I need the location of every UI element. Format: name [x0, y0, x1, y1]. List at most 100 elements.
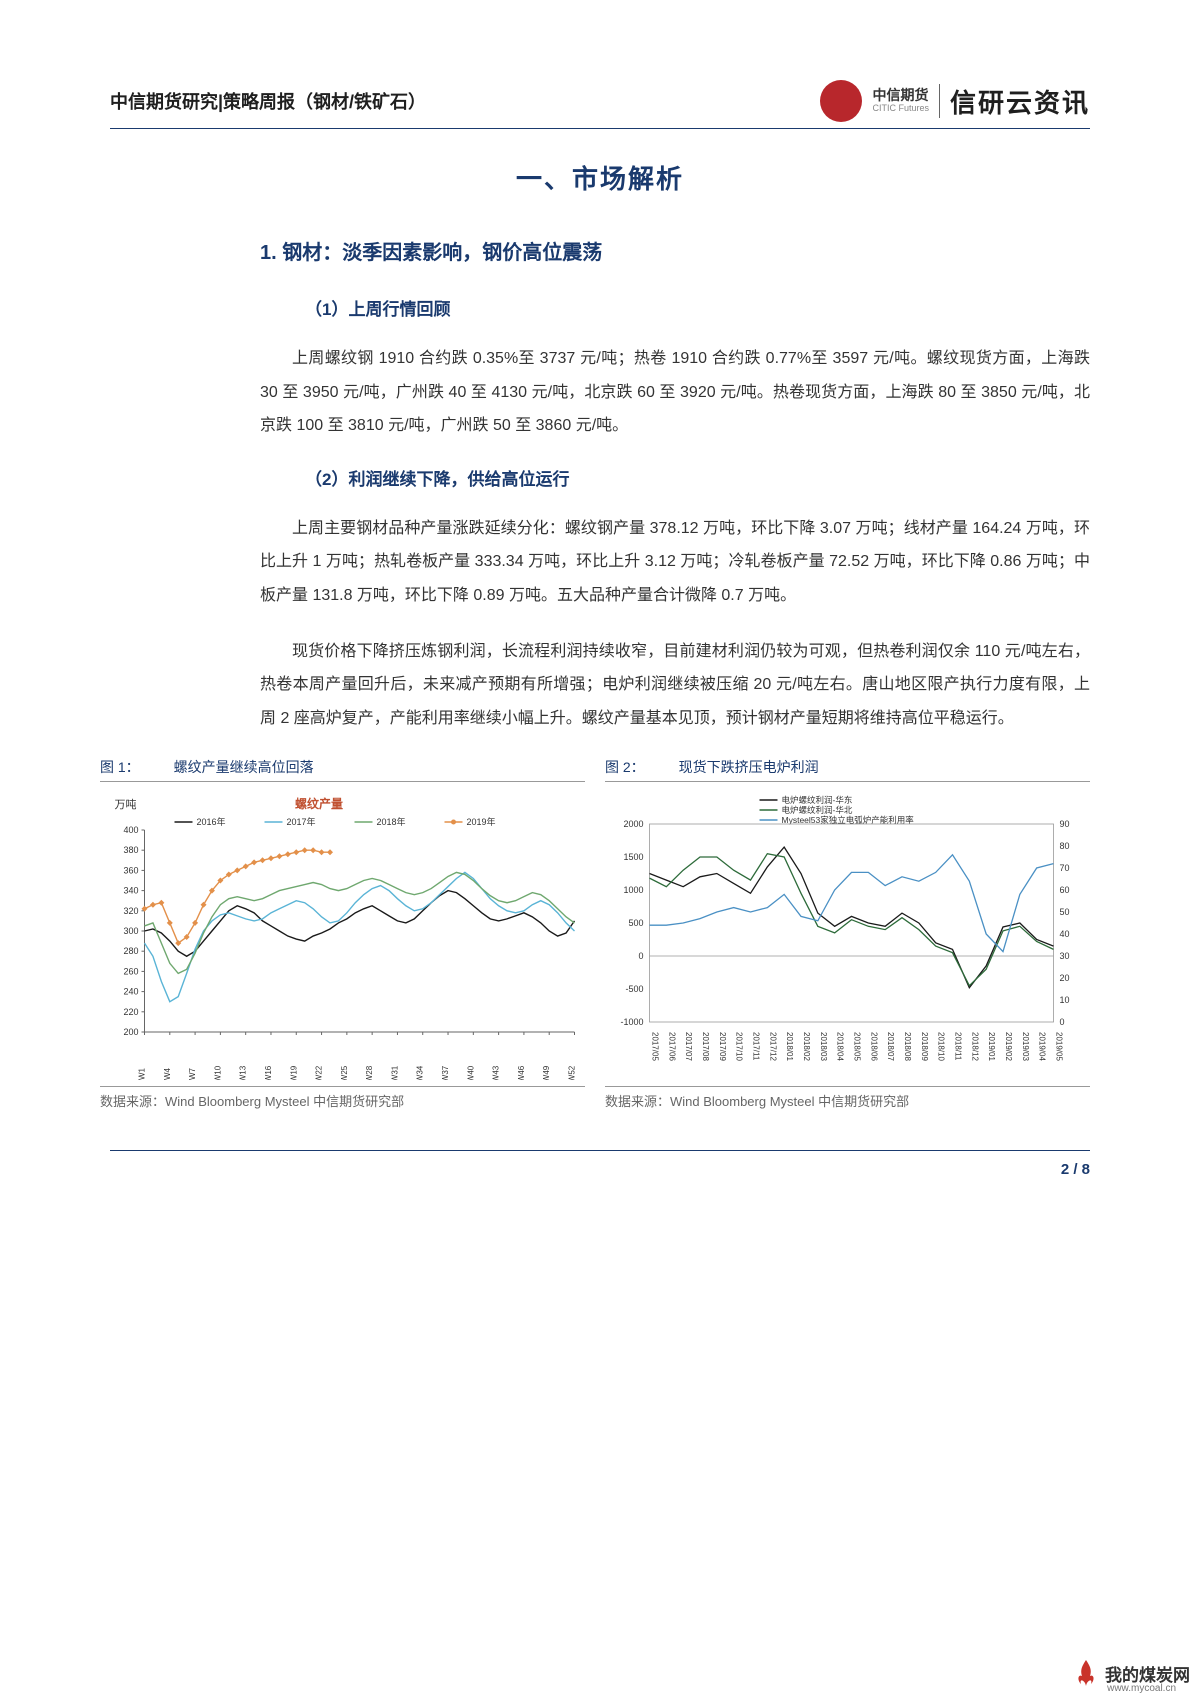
chart-2-label: 图 2：: [605, 759, 645, 775]
svg-text:电炉螺纹利润-华北: 电炉螺纹利润-华北: [782, 805, 853, 815]
svg-text:2017/08: 2017/08: [701, 1032, 710, 1061]
svg-text:-1000: -1000: [620, 1017, 643, 1027]
svg-text:10: 10: [1060, 995, 1070, 1005]
chart-2-source: 数据来源：Wind Bloomberg Mysteel 中信期货研究部: [605, 1086, 1090, 1110]
chart-1-box: 万吨螺纹产量2016年2017年2018年2019年20022024026028…: [100, 790, 585, 1080]
watermark: 我的煤炭网 www.mycoal.cn: [1073, 1658, 1190, 1688]
svg-text:2018/08: 2018/08: [903, 1032, 912, 1061]
svg-text:W49: W49: [542, 1066, 551, 1081]
svg-text:W13: W13: [239, 1066, 248, 1081]
svg-text:240: 240: [123, 987, 138, 997]
svg-text:W28: W28: [365, 1066, 374, 1081]
svg-text:2018/03: 2018/03: [819, 1032, 828, 1061]
subheading-2: （2）利润继续下降，供给高位运行: [305, 465, 1090, 490]
logo-icon: [820, 80, 862, 122]
svg-text:2018/10: 2018/10: [937, 1032, 946, 1061]
svg-text:2019/02: 2019/02: [1004, 1032, 1013, 1061]
svg-text:1000: 1000: [623, 885, 643, 895]
svg-text:2019年: 2019年: [467, 816, 496, 827]
flame-icon: [1073, 1658, 1099, 1688]
header-logo-block: 中信期货 CITIC Futures 信研云资讯: [820, 80, 1090, 122]
logo-text: 中信期货 CITIC Futures: [872, 88, 929, 113]
svg-text:W16: W16: [264, 1066, 273, 1081]
svg-text:W25: W25: [340, 1066, 349, 1081]
svg-text:2017/07: 2017/07: [684, 1032, 693, 1061]
svg-text:W10: W10: [213, 1066, 222, 1081]
section-title: 一、市场解析: [110, 159, 1090, 196]
svg-text:W37: W37: [441, 1066, 450, 1081]
page-number: 2 / 8: [1061, 1161, 1090, 1178]
svg-text:220: 220: [123, 1007, 138, 1017]
svg-text:W22: W22: [315, 1066, 324, 1081]
svg-text:80: 80: [1060, 841, 1070, 851]
svg-text:400: 400: [123, 825, 138, 835]
svg-text:500: 500: [628, 918, 643, 928]
header-left: 中信期货研究|策略周报（钢材/铁矿石）: [110, 88, 426, 114]
svg-text:W52: W52: [568, 1066, 577, 1081]
svg-text:Mysteel53家独立电弧炉产能利用率: Mysteel53家独立电弧炉产能利用率: [782, 815, 915, 825]
chart-2-box: 电炉螺纹利润-华东电炉螺纹利润-华北Mysteel53家独立电弧炉产能利用率 -1…: [605, 790, 1090, 1080]
svg-text:W40: W40: [466, 1066, 475, 1081]
svg-text:2018/02: 2018/02: [802, 1032, 811, 1061]
svg-text:60: 60: [1060, 885, 1070, 895]
svg-text:260: 260: [123, 967, 138, 977]
svg-text:万吨: 万吨: [115, 798, 137, 811]
page-footer: 2 / 8: [110, 1150, 1090, 1178]
chart-1-source: 数据来源：Wind Bloomberg Mysteel 中信期货研究部: [100, 1086, 585, 1110]
svg-text:2017/12: 2017/12: [768, 1032, 777, 1061]
svg-text:2017/10: 2017/10: [735, 1032, 744, 1061]
svg-text:50: 50: [1060, 907, 1070, 917]
svg-text:2018/07: 2018/07: [886, 1032, 895, 1061]
chart-2-caption: 图 2： 现货下跌挤压电炉利润: [605, 757, 1090, 782]
svg-text:W43: W43: [492, 1066, 501, 1081]
svg-text:2017/05: 2017/05: [651, 1032, 660, 1061]
svg-text:W46: W46: [517, 1066, 526, 1081]
svg-text:2018/09: 2018/09: [920, 1032, 929, 1061]
svg-text:1500: 1500: [623, 852, 643, 862]
svg-text:2018/12: 2018/12: [970, 1032, 979, 1061]
logo-main: 中信期货: [872, 88, 929, 103]
svg-text:30: 30: [1060, 951, 1070, 961]
svg-text:2018/06: 2018/06: [869, 1032, 878, 1061]
svg-text:W1: W1: [138, 1068, 147, 1081]
logo-sub: CITIC Futures: [872, 104, 929, 114]
subsection-title: 1. 钢材：淡季因素影响，钢价高位震荡: [260, 236, 1090, 265]
chart-1-title: 螺纹产量继续高位回落: [174, 759, 314, 775]
svg-text:320: 320: [123, 906, 138, 916]
chart-1-column: 图 1： 螺纹产量继续高位回落 万吨螺纹产量2016年2017年2018年201…: [100, 757, 585, 1110]
svg-text:2018/05: 2018/05: [853, 1032, 862, 1061]
svg-text:2018/04: 2018/04: [836, 1032, 845, 1061]
svg-text:W34: W34: [416, 1066, 425, 1081]
svg-text:90: 90: [1060, 819, 1070, 829]
subheading-1: （1）上周行情回顾: [305, 295, 1090, 320]
svg-text:2017/11: 2017/11: [752, 1032, 761, 1061]
svg-text:2018/01: 2018/01: [785, 1032, 794, 1061]
svg-text:0: 0: [1060, 1017, 1065, 1027]
svg-text:2019/01: 2019/01: [987, 1032, 996, 1061]
svg-text:螺纹产量: 螺纹产量: [295, 796, 343, 811]
svg-text:W7: W7: [188, 1068, 197, 1081]
svg-text:2018年: 2018年: [377, 816, 406, 827]
page-header: 中信期货研究|策略周报（钢材/铁矿石） 中信期货 CITIC Futures 信…: [110, 80, 1090, 129]
svg-text:2017/06: 2017/06: [667, 1032, 676, 1061]
svg-text:2017/09: 2017/09: [718, 1032, 727, 1061]
chart-1-caption: 图 1： 螺纹产量继续高位回落: [100, 757, 585, 782]
paragraph-1: 上周螺纹钢 1910 合约跌 0.35%至 3737 元/吨；热卷 1910 合…: [260, 342, 1090, 443]
charts-row: 图 1： 螺纹产量继续高位回落 万吨螺纹产量2016年2017年2018年201…: [100, 757, 1090, 1110]
svg-text:W31: W31: [390, 1066, 399, 1081]
paragraph-2: 上周主要钢材品种产量涨跌延续分化：螺纹钢产量 378.12 万吨，环比下降 3.…: [260, 512, 1090, 613]
logo-separator: [939, 84, 940, 118]
svg-text:70: 70: [1060, 863, 1070, 873]
svg-text:20: 20: [1060, 973, 1070, 983]
svg-text:电炉螺纹利润-华东: 电炉螺纹利润-华东: [782, 795, 853, 805]
svg-text:2019/03: 2019/03: [1021, 1032, 1030, 1061]
svg-text:2019/04: 2019/04: [1038, 1032, 1047, 1061]
chart-1-label: 图 1：: [100, 759, 140, 775]
svg-text:300: 300: [123, 926, 138, 936]
watermark-url: www.mycoal.cn: [1107, 1683, 1176, 1694]
svg-text:340: 340: [123, 886, 138, 896]
svg-text:280: 280: [123, 947, 138, 957]
svg-text:200: 200: [123, 1027, 138, 1037]
brand-text: 信研云资讯: [950, 83, 1090, 120]
svg-text:2000: 2000: [623, 819, 643, 829]
